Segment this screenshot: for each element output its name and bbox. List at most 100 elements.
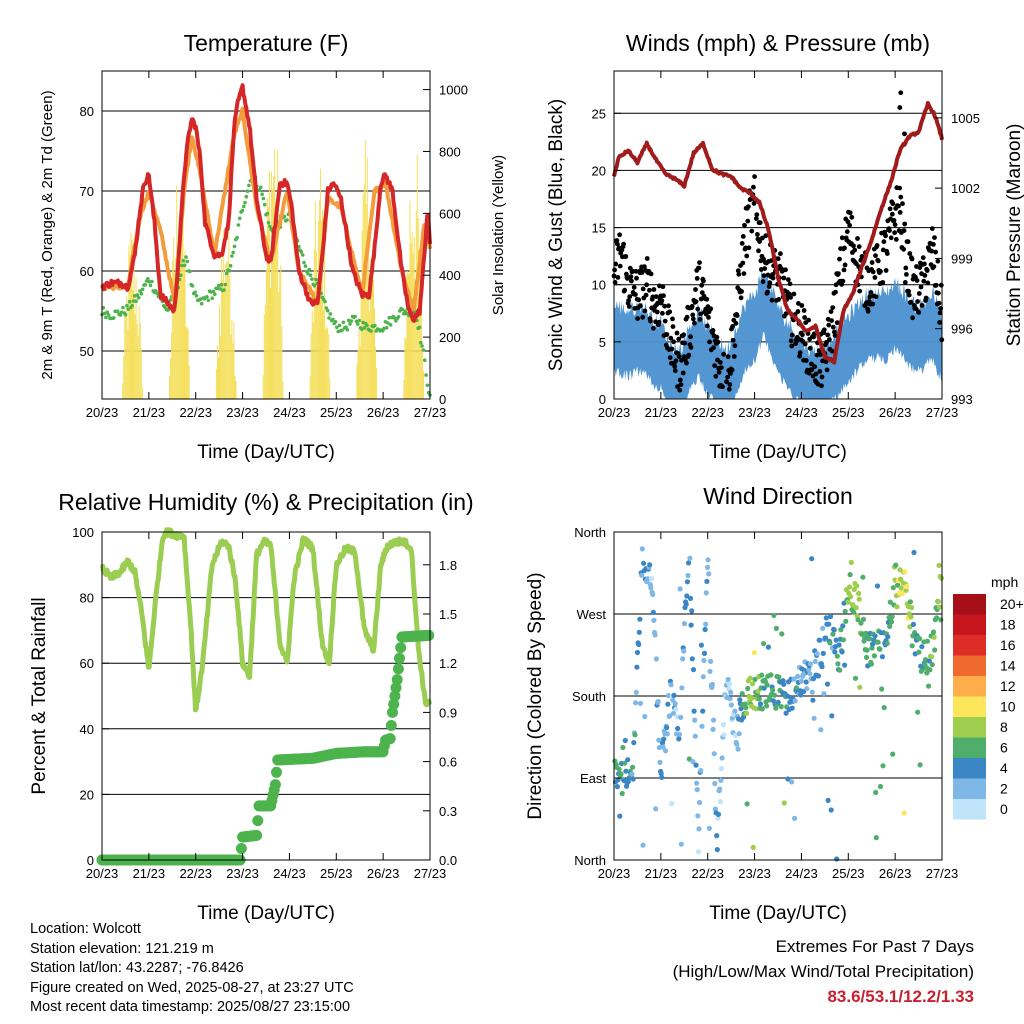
direction-point: [726, 681, 733, 687]
direction-point: [851, 609, 857, 615]
y2-tick-label: 999: [951, 251, 973, 266]
direction-point: [835, 661, 841, 667]
x-tick-label: 21/23: [133, 405, 166, 420]
direction-point: [811, 715, 817, 721]
rainfall-point: [235, 843, 247, 854]
direction-point: [738, 706, 744, 712]
direction-point: [694, 787, 700, 793]
direction-point: [622, 737, 628, 744]
direction-point: [857, 684, 863, 690]
direction-point: [825, 797, 831, 804]
temp-2m-line: [100, 83, 432, 323]
gust-point: [629, 278, 634, 284]
dewpoint-point: [325, 308, 330, 313]
y2-tick-label: 1000: [439, 83, 468, 98]
dewpoint-point: [232, 244, 237, 249]
direction-point: [840, 637, 847, 643]
direction-point: [817, 637, 823, 643]
gust-point: [688, 334, 693, 340]
dewpoint-point: [148, 283, 153, 288]
gust-point: [653, 294, 659, 299]
dewpoint-point: [245, 189, 250, 193]
direction-point: [837, 667, 843, 673]
direction-point: [840, 623, 846, 629]
gust-point: [626, 298, 631, 303]
gust-point: [648, 271, 654, 277]
y-tick-label: South: [572, 689, 606, 704]
gust-point: [756, 248, 761, 254]
direction-point: [897, 567, 903, 573]
direction-point: [647, 562, 653, 568]
y-tick-label: East: [580, 771, 606, 786]
gust-point: [692, 320, 697, 326]
direction-point: [634, 649, 641, 656]
direction-point: [637, 616, 643, 622]
gust-point: [638, 303, 643, 309]
gust-point: [726, 386, 732, 392]
direction-point: [798, 678, 804, 684]
gust-point: [741, 271, 747, 276]
direction-point: [824, 681, 831, 687]
gust-point: [829, 318, 834, 323]
x-tick-label: 25/23: [832, 405, 865, 420]
direction-point: [617, 813, 623, 819]
dewpoint-point: [105, 310, 109, 315]
gust-point: [823, 359, 829, 365]
temperature-xlabel: Time (Day/UTC): [197, 442, 335, 463]
gust-point: [819, 383, 824, 389]
gust-point: [746, 204, 751, 210]
gust-point: [686, 352, 692, 358]
gust-point: [919, 303, 925, 308]
gust-point: [766, 284, 772, 289]
direction-point: [804, 686, 810, 692]
y-tick-label: 20: [80, 787, 94, 802]
gust-point: [745, 218, 751, 224]
gust-point: [740, 234, 746, 239]
gust-point: [933, 282, 939, 288]
rainfall-point: [269, 779, 281, 791]
x-tick-label: 22/23: [179, 405, 212, 420]
gust-point: [689, 303, 695, 309]
gust-point: [749, 228, 755, 234]
direction-point: [834, 653, 840, 659]
gust-point: [725, 374, 730, 380]
direction-point: [778, 704, 784, 710]
direction-point: [877, 783, 884, 790]
direction-point: [683, 601, 689, 607]
recent-data-text: Most recent data timestamp: 2025/08/27 2…: [30, 999, 351, 1016]
legend-swatch: [953, 635, 986, 656]
gust-point: [734, 313, 740, 318]
legend-swatch: [953, 799, 986, 820]
legend-swatch: [953, 655, 986, 676]
direction-point: [765, 644, 772, 650]
dewpoint-point: [360, 327, 364, 332]
gust-point: [794, 338, 800, 344]
direction-point: [681, 621, 688, 627]
gust-point: [731, 354, 737, 359]
dewpoint-point: [419, 340, 423, 345]
direction-point: [703, 590, 709, 596]
gust-point: [684, 314, 690, 320]
gust-point: [648, 318, 653, 324]
direction-point: [651, 617, 657, 624]
gust-point: [729, 367, 735, 373]
direction-point: [910, 621, 917, 628]
gust-point: [916, 310, 922, 315]
temperature-panel: Temperature (F) 20/23 21/23 22/23 23/23 24/2…: [39, 30, 507, 463]
direction-point: [890, 751, 896, 757]
direction-point: [735, 746, 741, 752]
gust-point: [735, 268, 741, 274]
direction-point: [711, 717, 717, 723]
legend-label: 18: [1000, 617, 1016, 633]
direction-point: [750, 681, 756, 687]
direction-point: [798, 692, 804, 698]
extremes-box: Extremes For Past 7 Days (High/Low/Max W…: [673, 934, 974, 1009]
temperature-plot-frame: [101, 70, 431, 400]
dewpoint-point: [181, 258, 186, 263]
direction-point: [665, 701, 671, 707]
gust-point: [821, 327, 827, 333]
legend-label: 6: [1000, 740, 1008, 756]
direction-point: [614, 784, 621, 790]
dewpoint-point: [139, 292, 144, 296]
gust-point: [842, 245, 847, 251]
